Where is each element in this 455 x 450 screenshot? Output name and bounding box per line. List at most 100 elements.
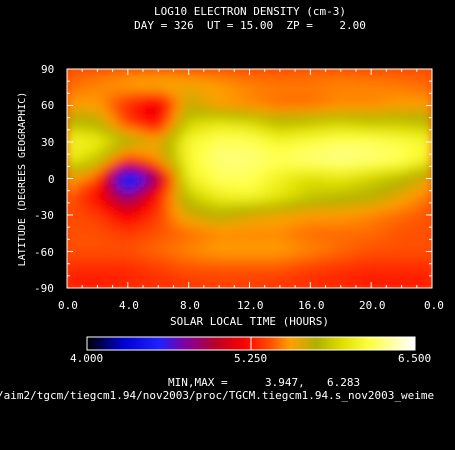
heatmap-cell bbox=[180, 153, 190, 161]
heatmap-cell bbox=[393, 129, 403, 137]
heatmap-cell bbox=[180, 232, 190, 240]
heatmap-cell bbox=[378, 117, 387, 125]
heatmap-cell bbox=[378, 129, 387, 137]
heatmap-cell bbox=[416, 147, 425, 155]
heatmap-cell bbox=[142, 208, 152, 216]
heatmap-cell bbox=[203, 244, 212, 252]
heatmap-cell bbox=[165, 208, 174, 216]
heatmap-cell bbox=[142, 123, 152, 131]
heatmap-cell bbox=[355, 196, 365, 204]
heatmap-cell bbox=[233, 178, 243, 186]
heatmap-cell bbox=[401, 263, 410, 271]
heatmap-cell bbox=[67, 281, 76, 288]
heatmap-cell bbox=[393, 214, 403, 222]
heatmap-cell bbox=[408, 226, 418, 234]
heatmap-cell bbox=[127, 80, 136, 88]
heatmap-cell bbox=[249, 171, 258, 179]
heatmap-cell bbox=[378, 69, 387, 76]
heatmap-cell bbox=[340, 263, 349, 271]
heatmap-cell bbox=[249, 244, 258, 252]
heatmap-cell bbox=[157, 208, 167, 216]
heatmap-cell bbox=[294, 105, 304, 113]
heatmap-cell bbox=[226, 184, 235, 192]
heatmap-cell bbox=[112, 105, 121, 113]
heatmap-cell bbox=[150, 129, 159, 137]
heatmap-cell bbox=[287, 196, 296, 204]
heatmap-cell bbox=[294, 214, 304, 222]
heatmap-cell bbox=[325, 123, 334, 131]
heatmap-cell bbox=[74, 238, 83, 246]
heatmap-cell bbox=[195, 244, 205, 252]
heatmap-cell bbox=[81, 238, 91, 246]
heatmap-cell bbox=[142, 190, 152, 198]
heatmap-cell bbox=[317, 159, 327, 167]
heatmap-cell bbox=[317, 202, 327, 210]
heatmap-cell bbox=[180, 165, 190, 173]
heatmap-cell bbox=[347, 141, 357, 149]
heatmap-cell bbox=[180, 184, 190, 192]
heatmap-cell bbox=[393, 117, 403, 125]
heatmap-cell bbox=[142, 232, 152, 240]
heatmap-cell bbox=[119, 135, 129, 143]
heatmap-cell bbox=[233, 111, 243, 119]
heatmap-cell bbox=[370, 171, 380, 179]
heatmap-cell bbox=[165, 105, 174, 113]
heatmap-cell bbox=[393, 244, 403, 252]
heatmap-cell bbox=[279, 269, 289, 277]
heatmap-cell bbox=[347, 208, 357, 216]
heatmap-cell bbox=[309, 147, 319, 155]
heatmap-cell bbox=[287, 220, 296, 228]
heatmap-cell bbox=[210, 232, 220, 240]
colorbar-max-label: 6.500 bbox=[398, 352, 432, 365]
heatmap-cell bbox=[157, 123, 167, 131]
heatmap-cell bbox=[340, 147, 349, 155]
heatmap-cell bbox=[249, 196, 258, 204]
heatmap-cell bbox=[401, 123, 410, 131]
heatmap-cell bbox=[96, 80, 106, 88]
heatmap-cell bbox=[157, 105, 167, 113]
heatmap-cell bbox=[89, 232, 98, 240]
heatmap-cell bbox=[249, 117, 258, 125]
heatmap-cell bbox=[81, 226, 91, 234]
heatmap-cell bbox=[332, 251, 342, 259]
heatmap-cell bbox=[355, 226, 365, 234]
heatmap-cell bbox=[150, 257, 159, 265]
heatmap-cell bbox=[96, 147, 106, 155]
heatmap-cell bbox=[279, 159, 289, 167]
heatmap-cell bbox=[393, 263, 403, 271]
heatmap-cell bbox=[347, 178, 357, 186]
heatmap-cell bbox=[370, 69, 380, 76]
y-axis-label: LATITUDE (DEGREES GEOGRAPHIC) bbox=[17, 91, 28, 267]
heatmap-cell bbox=[363, 141, 372, 149]
heatmap-cell bbox=[172, 165, 182, 173]
heatmap-cell bbox=[218, 251, 228, 259]
heatmap-cell bbox=[378, 226, 387, 234]
heatmap-cell bbox=[317, 74, 327, 82]
heatmap-cell bbox=[363, 80, 372, 88]
heatmap-cell bbox=[309, 86, 319, 94]
heatmap-cell bbox=[112, 129, 121, 137]
heatmap-cell bbox=[67, 184, 76, 192]
heatmap-cell bbox=[210, 165, 220, 173]
heatmap-cell bbox=[203, 141, 212, 149]
heatmap-cell bbox=[81, 147, 91, 155]
heatmap-cell bbox=[416, 92, 425, 100]
heatmap-cell bbox=[218, 129, 228, 137]
heatmap-cell bbox=[264, 275, 273, 283]
heatmap-cell bbox=[317, 281, 327, 288]
heatmap-cell bbox=[241, 165, 250, 173]
heatmap-cell bbox=[157, 69, 167, 76]
heatmap-cell bbox=[370, 98, 380, 106]
heatmap-cell bbox=[172, 226, 182, 234]
heatmap-cell bbox=[385, 214, 395, 222]
heatmap-cell bbox=[104, 208, 114, 216]
heatmap-cell bbox=[355, 251, 365, 259]
heatmap-cell bbox=[249, 105, 258, 113]
heatmap-cell bbox=[332, 117, 342, 125]
heatmap-cell bbox=[302, 171, 311, 179]
heatmap-cell bbox=[180, 196, 190, 204]
heatmap-cell bbox=[172, 214, 182, 222]
heatmap-cell bbox=[165, 135, 174, 143]
heatmap-cell bbox=[127, 281, 136, 288]
heatmap-cell bbox=[157, 275, 167, 283]
